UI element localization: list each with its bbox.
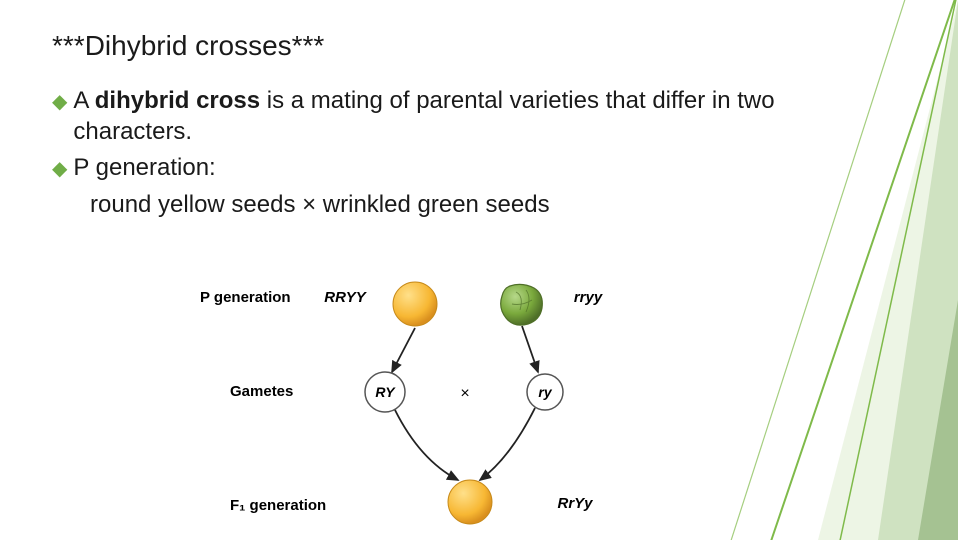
f1-label: F₁ generation [230,497,326,514]
slide-title: ***Dihybrid crosses*** [52,30,324,62]
p-right-genotype: rryy [574,289,603,306]
arrow-p-left [392,328,415,372]
p-left-genotype: RRYY [324,289,367,306]
bullet-1-prefix: A [73,87,94,114]
gamete-left-text: RY [375,384,396,400]
bullet-1: ◆ A dihybrid cross is a mating of parent… [52,86,812,147]
slide: ***Dihybrid crosses*** ◆ A dihybrid cros… [0,0,958,540]
gamete-right-text: ry [538,384,552,400]
body-text: ◆ A dihybrid cross is a mating of parent… [52,86,812,221]
arrow-gamete-left [395,410,458,480]
bullet-arrow-icon: ◆ [52,157,67,183]
f1-seed-icon [448,480,492,524]
sub-line: round yellow seeds × wrinkled green seed… [90,190,812,221]
f1-genotype: RrYy [557,495,593,512]
bullet-1-bold: dihybrid cross [95,87,260,114]
genetics-diagram: P generation RRYY rryy Gametes RY ry × F… [180,280,740,530]
p-green-seed-icon [501,284,543,325]
bullet-2-text: P generation: [73,153,812,184]
bullet-arrow-icon: ◆ [52,90,67,116]
cross-symbol: × [460,385,469,402]
gametes-label: Gametes [230,383,293,400]
bullet-2: ◆ P generation: [52,153,812,184]
p-generation-label: P generation [200,289,291,306]
bullet-2-prefix: P generation: [73,154,215,181]
p-yellow-seed-icon [393,282,437,326]
arrow-p-right [522,326,538,372]
arrow-gamete-right [480,408,535,480]
bullet-1-text: A dihybrid cross is a mating of parental… [73,86,812,147]
